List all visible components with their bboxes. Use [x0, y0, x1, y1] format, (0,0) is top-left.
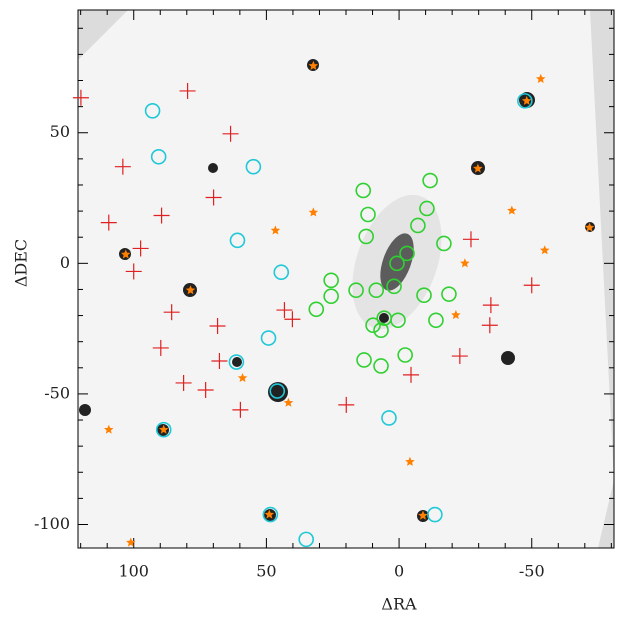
y-tick-label: -50 [44, 383, 70, 402]
circle-marker [365, 317, 381, 334]
circle-marker [308, 301, 325, 318]
star-marker [521, 95, 532, 105]
cross-marker [175, 374, 192, 391]
circle-marker [260, 330, 277, 346]
cross-marker [179, 82, 196, 99]
y-tick-label: 0 [60, 253, 70, 272]
star-marker [126, 537, 136, 547]
x-axis-label: ΔRA [381, 595, 417, 614]
star-marker [185, 285, 196, 295]
circle-marker [245, 158, 262, 175]
circle-marker [410, 217, 426, 234]
circle-marker [358, 228, 374, 245]
circle-marker [323, 288, 339, 305]
circle-marker [150, 148, 167, 165]
cross-marker [482, 297, 499, 314]
star-marker [584, 222, 595, 232]
cross-marker [403, 366, 420, 383]
cross-marker [153, 207, 170, 224]
circle-marker [428, 312, 444, 329]
cross-marker [163, 304, 180, 321]
circle-marker [399, 245, 415, 262]
cross-marker [232, 401, 249, 418]
star-marker [473, 163, 483, 173]
circle-marker [397, 347, 413, 363]
cross-marker [125, 263, 142, 280]
circle-marker [323, 272, 339, 289]
circle-marker [427, 506, 443, 523]
y-tick-label: -100 [34, 514, 70, 533]
circle-marker [386, 278, 402, 295]
cross-marker [276, 302, 293, 319]
circle-marker [381, 410, 397, 426]
circle-marker [436, 235, 452, 252]
cross-marker [205, 189, 222, 206]
circle-marker [355, 182, 372, 199]
star-marker [540, 245, 550, 255]
circle-marker [373, 358, 389, 374]
circle-marker [422, 172, 438, 189]
circle-marker [229, 232, 246, 249]
star-marker [536, 73, 546, 83]
circle-marker [389, 255, 405, 272]
star-marker [159, 424, 169, 434]
circle-marker [356, 352, 372, 368]
cross-marker [338, 396, 355, 413]
cross-marker [451, 348, 468, 365]
cross-marker [209, 318, 226, 335]
star-marker [405, 456, 415, 466]
galaxies [79, 59, 595, 522]
cross-marker [152, 339, 169, 356]
circle-marker [416, 287, 432, 303]
circle-marker [373, 322, 389, 338]
circle-marker [262, 506, 279, 523]
circle-marker [441, 286, 457, 302]
star-marker [237, 373, 248, 382]
star-marker [308, 207, 319, 217]
star-marker [418, 510, 428, 520]
circle-marker [269, 383, 286, 399]
cross-marker [211, 353, 228, 370]
circle-marker [348, 282, 364, 299]
cross-marker [462, 231, 479, 248]
circle-marker [298, 531, 314, 548]
circle-marker [228, 354, 245, 370]
star-marker [283, 397, 294, 407]
x-tick-label: 50 [256, 562, 276, 581]
cross-marker [284, 311, 301, 328]
cross-marker [481, 317, 498, 334]
circle-marker [155, 421, 172, 438]
circle-marker [419, 200, 435, 217]
circle-marker [360, 206, 376, 223]
y-tick-label: 50 [50, 122, 70, 141]
cross-marker [523, 277, 540, 294]
star-marker [451, 310, 461, 320]
star-marker [121, 249, 131, 259]
x-tick-label: 100 [118, 562, 149, 581]
circle-marker [144, 103, 161, 119]
star-marker [104, 424, 114, 434]
x-tick-label: 0 [394, 562, 404, 581]
y-axis-label: ΔDEC [12, 239, 31, 287]
circle-marker [376, 310, 393, 326]
circle-marker [368, 282, 385, 299]
circle-marker [273, 264, 290, 281]
image-field [78, 10, 614, 548]
star-marker [308, 60, 319, 70]
star-marker [507, 205, 517, 215]
cross-marker [100, 214, 117, 231]
circle-marker [517, 93, 533, 109]
star-marker [264, 509, 275, 519]
cross-marker [72, 89, 89, 106]
star-marker [270, 225, 281, 235]
cross-marker [132, 240, 149, 257]
cross-marker [197, 381, 214, 398]
cross-marker [222, 125, 239, 142]
cross-marker [114, 158, 131, 175]
star-marker [460, 258, 470, 268]
x-tick-label: -50 [519, 562, 545, 581]
